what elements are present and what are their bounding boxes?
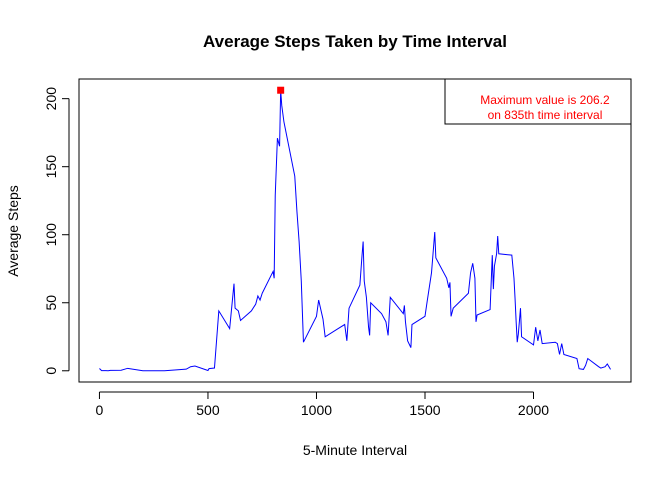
- data-line: [99, 90, 611, 372]
- x-tick-label: 1000: [301, 402, 332, 418]
- y-tick-label: 200: [43, 87, 59, 111]
- chart-title: Average Steps Taken by Time Interval: [203, 32, 507, 51]
- x-tick-label: 2000: [518, 402, 549, 418]
- y-tick-label: 0: [43, 367, 59, 375]
- y-tick-label: 150: [43, 155, 59, 179]
- plot-box: [78, 78, 632, 383]
- x-tick-label: 0: [96, 402, 104, 418]
- max-point: [277, 86, 285, 94]
- x-tick-label: 500: [196, 402, 220, 418]
- annotation-text: on 835th time interval: [488, 108, 603, 122]
- annotation-text: Maximum value is 206.2: [480, 93, 610, 107]
- x-tick-label: 1500: [409, 402, 440, 418]
- y-tick-label: 50: [43, 295, 59, 311]
- y-axis-label: Average Steps: [5, 185, 21, 277]
- annotation-box: [444, 78, 632, 125]
- x-axis-label: 5-Minute Interval: [303, 442, 407, 458]
- y-tick-label: 100: [43, 223, 59, 247]
